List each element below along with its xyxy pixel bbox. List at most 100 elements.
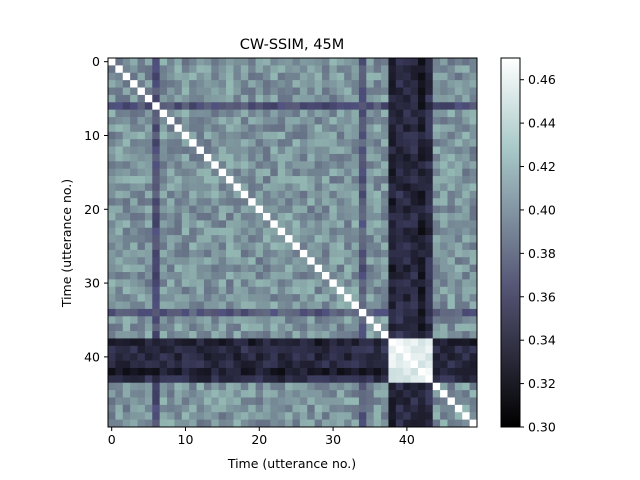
heatmap-cell: [336, 109, 345, 118]
heatmap-cell: [196, 353, 205, 361]
heatmap-cell: [403, 65, 411, 74]
heatmap-cell: [211, 397, 220, 406]
heatmap-cell: [314, 168, 323, 177]
heatmap-cell: [425, 117, 434, 125]
heatmap-cell: [358, 198, 367, 206]
heatmap-cell: [417, 331, 426, 339]
heatmap-cell: [329, 58, 338, 66]
heatmap-cell: [307, 198, 315, 206]
heatmap-cell: [167, 65, 175, 74]
heatmap-cell: [137, 382, 146, 391]
heatmap-cell: [218, 316, 227, 325]
heatmap-cell: [122, 153, 131, 162]
heatmap-cell: [366, 183, 375, 192]
heatmap-cell: [167, 412, 175, 420]
heatmap-cell: [196, 124, 205, 133]
heatmap-cell: [189, 102, 197, 111]
heatmap-cell: [454, 353, 463, 361]
heatmap-cell: [344, 94, 352, 103]
heatmap-cell: [115, 235, 124, 243]
heatmap-cell: [358, 117, 367, 125]
heatmap-cell: [299, 375, 308, 384]
heatmap-cell: [373, 58, 382, 66]
heatmap-cell: [122, 168, 131, 177]
heatmap-cell: [366, 124, 375, 133]
heatmap-cell: [432, 146, 441, 155]
heatmap-cell: [454, 80, 463, 88]
heatmap-cell: [277, 212, 286, 221]
heatmap-cell: [395, 308, 404, 317]
heatmap-cell: [469, 279, 478, 288]
heatmap-cell: [314, 286, 323, 295]
heatmap-cell: [322, 220, 330, 229]
heatmap-cell: [454, 235, 463, 243]
heatmap-cell: [137, 227, 146, 236]
heatmap-cell: [417, 353, 426, 361]
heatmap-cell: [329, 212, 338, 221]
heatmap-cell: [226, 212, 234, 221]
heatmap-cell: [137, 183, 146, 192]
heatmap-cell: [137, 58, 146, 66]
heatmap-cell: [373, 272, 382, 280]
heatmap-cell: [403, 419, 411, 428]
heatmap-cell: [454, 375, 463, 384]
heatmap-cell: [270, 294, 279, 302]
heatmap-cell: [447, 397, 456, 406]
heatmap-cell: [358, 235, 367, 243]
heatmap-cell: [410, 272, 419, 280]
heatmap-cell: [152, 198, 161, 206]
heatmap-cell: [432, 161, 441, 170]
heatmap-cell: [447, 345, 456, 354]
heatmap-cell: [196, 242, 205, 251]
heatmap-cell: [322, 375, 330, 384]
heatmap-cell: [314, 124, 323, 133]
heatmap-cell: [292, 212, 301, 221]
heatmap-cell: [329, 102, 338, 111]
heatmap-cell: [351, 338, 360, 347]
heatmap-cell: [270, 382, 279, 391]
heatmap-cell: [388, 198, 397, 206]
heatmap-cell: [144, 345, 153, 354]
heatmap-cell: [122, 308, 131, 317]
heatmap-cell: [130, 404, 138, 413]
heatmap-cell: [203, 153, 212, 162]
heatmap-cell: [351, 58, 360, 66]
heatmap-cell: [233, 183, 242, 192]
heatmap-cell: [137, 257, 146, 265]
heatmap-cell: [159, 168, 168, 177]
heatmap-cell: [174, 168, 183, 177]
heatmap-cell: [292, 323, 301, 332]
heatmap-cell: [366, 220, 375, 229]
heatmap-cell: [211, 382, 220, 391]
heatmap-cell: [440, 345, 448, 354]
heatmap-cell: [122, 360, 131, 369]
heatmap-cell: [270, 124, 279, 133]
heatmap-cell: [432, 124, 441, 133]
heatmap-cell: [277, 360, 286, 369]
heatmap-cell: [196, 331, 205, 339]
heatmap-cell: [122, 390, 131, 398]
heatmap-cell: [159, 65, 168, 74]
heatmap-cell: [262, 227, 271, 236]
heatmap-cell: [299, 205, 308, 214]
heatmap-cell: [233, 205, 242, 214]
heatmap-cell: [344, 264, 352, 273]
heatmap-cell: [130, 294, 138, 302]
heatmap-cell: [159, 176, 168, 184]
heatmap-cell: [255, 257, 264, 265]
heatmap-cell: [322, 117, 330, 125]
heatmap-cell: [189, 242, 197, 251]
heatmap-cell: [469, 124, 478, 133]
heatmap-cell: [218, 161, 227, 170]
heatmap-cell: [447, 264, 456, 273]
heatmap-cell: [336, 272, 345, 280]
heatmap-cell: [454, 153, 463, 162]
heatmap-cell: [351, 212, 360, 221]
heatmap-cell: [152, 146, 161, 155]
heatmap-cell: [255, 390, 264, 398]
heatmap-cell: [152, 412, 161, 420]
heatmap-cell: [248, 272, 256, 280]
heatmap-cell: [203, 176, 212, 184]
heatmap-cell: [395, 294, 404, 302]
heatmap-cell: [255, 264, 264, 273]
